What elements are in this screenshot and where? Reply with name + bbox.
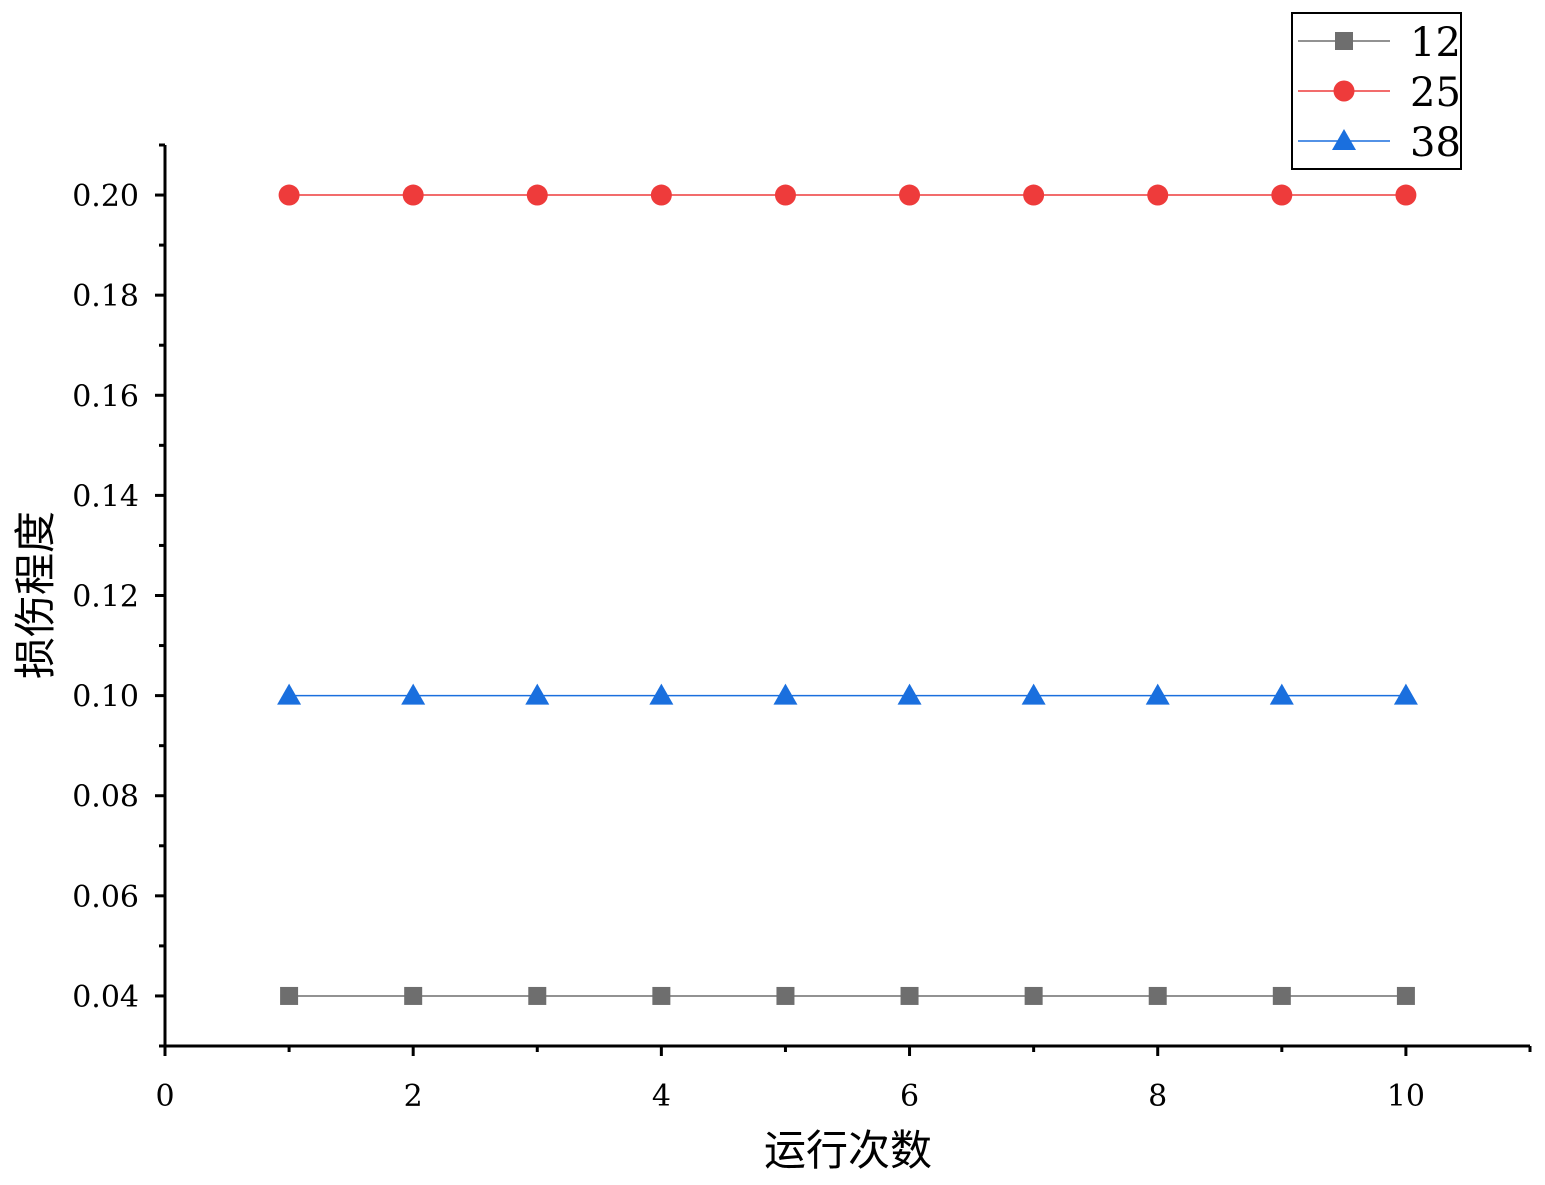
y-tick-label: 0.16	[72, 379, 139, 414]
series-layer	[277, 184, 1418, 1005]
data-point	[1396, 986, 1415, 1005]
data-point	[528, 986, 547, 1005]
y-tick-label: 0.20	[72, 179, 139, 214]
data-point	[649, 683, 674, 705]
y-tick-label: 0.06	[72, 880, 139, 915]
data-point	[899, 184, 921, 206]
data-point	[402, 184, 424, 206]
axes: 0.04 0.06 0.08 0.10 0.12 0.14 0.16 0.18 0.20 0 2 4 6…	[72, 143, 1532, 1114]
data-point	[526, 184, 548, 206]
data-point	[1393, 683, 1418, 705]
data-point	[280, 986, 299, 1005]
data-point	[1148, 986, 1167, 1005]
x-tick-label: 2	[404, 1079, 423, 1114]
y-tick-label: 0.12	[72, 580, 139, 615]
data-point	[1147, 184, 1169, 206]
data-point	[774, 184, 796, 206]
data-point	[404, 986, 423, 1005]
data-point	[650, 184, 672, 206]
data-point	[776, 986, 795, 1005]
x-tick-label: 0	[155, 1079, 174, 1114]
x-tick-label: 4	[652, 1079, 671, 1114]
x-axis-title: 运行次数	[764, 1126, 932, 1175]
y-tick-label: 0.14	[72, 479, 139, 514]
x-tick-label: 6	[900, 1079, 919, 1114]
data-point	[401, 683, 426, 705]
data-point	[900, 986, 919, 1005]
series-38	[277, 683, 1418, 705]
data-point	[1021, 683, 1046, 705]
data-point	[1272, 986, 1291, 1005]
data-point	[1271, 184, 1293, 206]
legend-label: 12	[1410, 20, 1461, 66]
y-tick-label: 0.10	[72, 680, 139, 715]
legend-entry-25: 25	[1298, 70, 1461, 116]
x-tick-label: 10	[1387, 1079, 1425, 1114]
data-point	[1024, 986, 1043, 1005]
data-point	[277, 683, 302, 705]
legend-entry-12: 12	[1298, 20, 1461, 66]
legend-label: 25	[1410, 70, 1461, 116]
y-tick-label: 0.04	[72, 980, 139, 1015]
data-point	[1145, 683, 1170, 705]
data-point	[1023, 184, 1045, 206]
legend-marker	[1332, 129, 1356, 150]
data-point	[652, 986, 671, 1005]
data-point	[773, 683, 798, 705]
y-tick-label: 0.18	[72, 279, 139, 314]
legend-marker	[1333, 80, 1355, 102]
legend-label: 38	[1410, 120, 1461, 166]
data-point	[897, 683, 922, 705]
legend-marker	[1335, 32, 1353, 50]
y-axis-title: 损伤程度	[11, 511, 60, 679]
data-point	[1395, 184, 1417, 206]
data-point	[1269, 683, 1294, 705]
y-tick-label: 0.08	[72, 780, 139, 815]
data-point	[278, 184, 300, 206]
legend-entry-38: 38	[1298, 120, 1461, 166]
x-tick-label: 8	[1148, 1079, 1167, 1114]
data-point	[525, 683, 550, 705]
series-25	[278, 184, 1417, 206]
series-12	[280, 986, 1415, 1005]
